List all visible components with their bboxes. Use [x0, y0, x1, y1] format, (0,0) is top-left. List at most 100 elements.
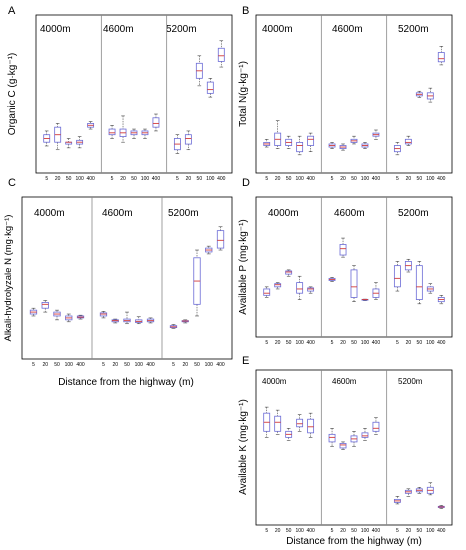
panel-d: Available P (mg·kg⁻¹) 4000m 4600m 5200m … [238, 196, 453, 346]
panel-e-box [263, 406, 271, 438]
x-tick-label: 400 [437, 176, 446, 182]
x-tick-label: 400 [86, 176, 95, 182]
iqr-box [274, 415, 282, 432]
panel-b-x-tick-labels: 5 20 50 100 400 5 20 50 100 400 5 20 50 100 400 [265, 176, 445, 182]
panel-d-box [263, 286, 271, 298]
panel-d-box [285, 269, 293, 277]
panel-c-group-label-3: 5200m [168, 208, 199, 219]
panel-e-x-tick-labels: 5 20 50 100 400 5 20 50 100 400 5 20 50 100 400 [265, 528, 445, 534]
x-tick-label: 100 [206, 176, 215, 182]
panel-e-box [372, 417, 380, 435]
x-tick-label: 50 [286, 340, 292, 346]
panel-d-box [274, 282, 282, 290]
panel-b: Total N(g·kg⁻¹) 4000m 4600m 5200m 5 20 50 1… [238, 14, 453, 182]
x-tick-label: 5 [45, 176, 48, 182]
panel-c-box [205, 245, 213, 255]
panel-b-box [285, 135, 293, 149]
x-tick-label: 400 [216, 362, 225, 368]
panel-b-box [263, 139, 271, 148]
x-tick-label: 400 [217, 176, 226, 182]
panel-d-x-tick-labels: 5 20 50 100 400 5 20 50 100 400 5 20 50 100 400 [265, 340, 445, 346]
x-tick-label: 400 [152, 176, 161, 182]
iqr-box [361, 432, 369, 438]
panel-c-box [76, 314, 85, 320]
x-tick-label: 400 [437, 340, 446, 346]
x-tick-label: 50 [54, 362, 60, 368]
x-tick-label: 100 [141, 176, 150, 182]
panel-e-box [296, 414, 304, 432]
x-tick-label: 400 [437, 528, 446, 534]
x-tick-label: 100 [295, 176, 304, 182]
x-tick-label: 100 [75, 176, 84, 182]
x-tick-label: 5 [265, 528, 268, 534]
iqr-box [350, 269, 358, 298]
x-tick-label: 5 [396, 528, 399, 534]
panel-c-box [181, 319, 189, 324]
panel-a-box [195, 55, 203, 87]
panel-c-box [29, 307, 38, 317]
x-tick-label: 50 [197, 176, 203, 182]
iqr-box [152, 117, 160, 128]
x-tick-label: 20 [275, 176, 281, 182]
x-tick-label: 50 [417, 340, 423, 346]
x-tick-label: 100 [426, 176, 435, 182]
panel-letter-e: E [242, 355, 249, 367]
iqr-box [274, 283, 282, 288]
panel-a-y-axis-label: Organic C (g·kg⁻¹) [7, 53, 18, 136]
x-tick-label: 20 [120, 176, 126, 182]
x-tick-label: 20 [275, 528, 281, 534]
panel-e-box [404, 488, 412, 497]
panel-a-box [152, 113, 160, 132]
panel-a-x-tick-labels: 5 20 50 100 400 5 20 50 100 400 5 20 50 100 400 [45, 176, 225, 182]
panel-b-group-label-2: 4600m [332, 24, 363, 35]
panel-b-box [296, 135, 304, 156]
iqr-box [41, 301, 49, 309]
panel-c-box [193, 249, 201, 317]
panel-e-group-label-3: 5200m [398, 377, 423, 386]
x-tick-label: 50 [66, 176, 72, 182]
panel-c-y-axis-label: Alkali-hydrolyzale N (mg·kg⁻¹) [3, 215, 14, 342]
panel-b-box [437, 45, 445, 66]
panel-d-frame [255, 196, 453, 338]
panel-a-box [184, 130, 192, 151]
panel-a-box [217, 40, 225, 68]
panel-d-group-label-3: 5200m [398, 208, 429, 219]
x-tick-label: 20 [406, 340, 412, 346]
x-tick-label: 50 [286, 528, 292, 534]
x-tick-label: 100 [361, 528, 370, 534]
panel-b-box [274, 120, 282, 149]
panel-c-box [53, 309, 61, 321]
x-tick-label: 100 [361, 176, 370, 182]
panel-c-box [169, 324, 178, 329]
iqr-box [296, 282, 304, 294]
x-tick-label: 20 [55, 176, 61, 182]
x-tick-label: 400 [76, 362, 85, 368]
x-tick-label: 5 [331, 340, 334, 346]
x-tick-label: 100 [295, 528, 304, 534]
x-tick-label: 100 [361, 340, 370, 346]
x-tick-label: 5 [102, 362, 105, 368]
x-tick-label: 50 [194, 362, 200, 368]
x-tick-label: 400 [146, 362, 155, 368]
x-tick-label: 100 [205, 362, 214, 368]
panel-c-x-tick-labels: 5 20 50 100 400 5 20 50 100 400 5 20 50 100 400 [32, 362, 225, 368]
x-tick-label: 5 [265, 340, 268, 346]
panel-d-box [296, 275, 304, 300]
panel-d-box [393, 261, 401, 292]
panel-a-frame [35, 14, 233, 174]
panel-e-box [350, 431, 358, 447]
x-tick-label: 20 [42, 362, 48, 368]
iqr-box [339, 443, 347, 449]
iqr-box [328, 433, 336, 443]
panel-a-group-label-2: 4600m [103, 24, 134, 35]
x-tick-label: 50 [124, 362, 130, 368]
panel-c-group-label-2: 4600m [102, 208, 133, 219]
iqr-box [296, 418, 304, 428]
panel-d-box [361, 298, 369, 301]
x-tick-label: 20 [340, 528, 346, 534]
x-tick-label: 400 [372, 528, 381, 534]
panel-e-frame [255, 369, 453, 526]
iqr-box [285, 270, 293, 275]
panel-e-box [415, 486, 423, 494]
